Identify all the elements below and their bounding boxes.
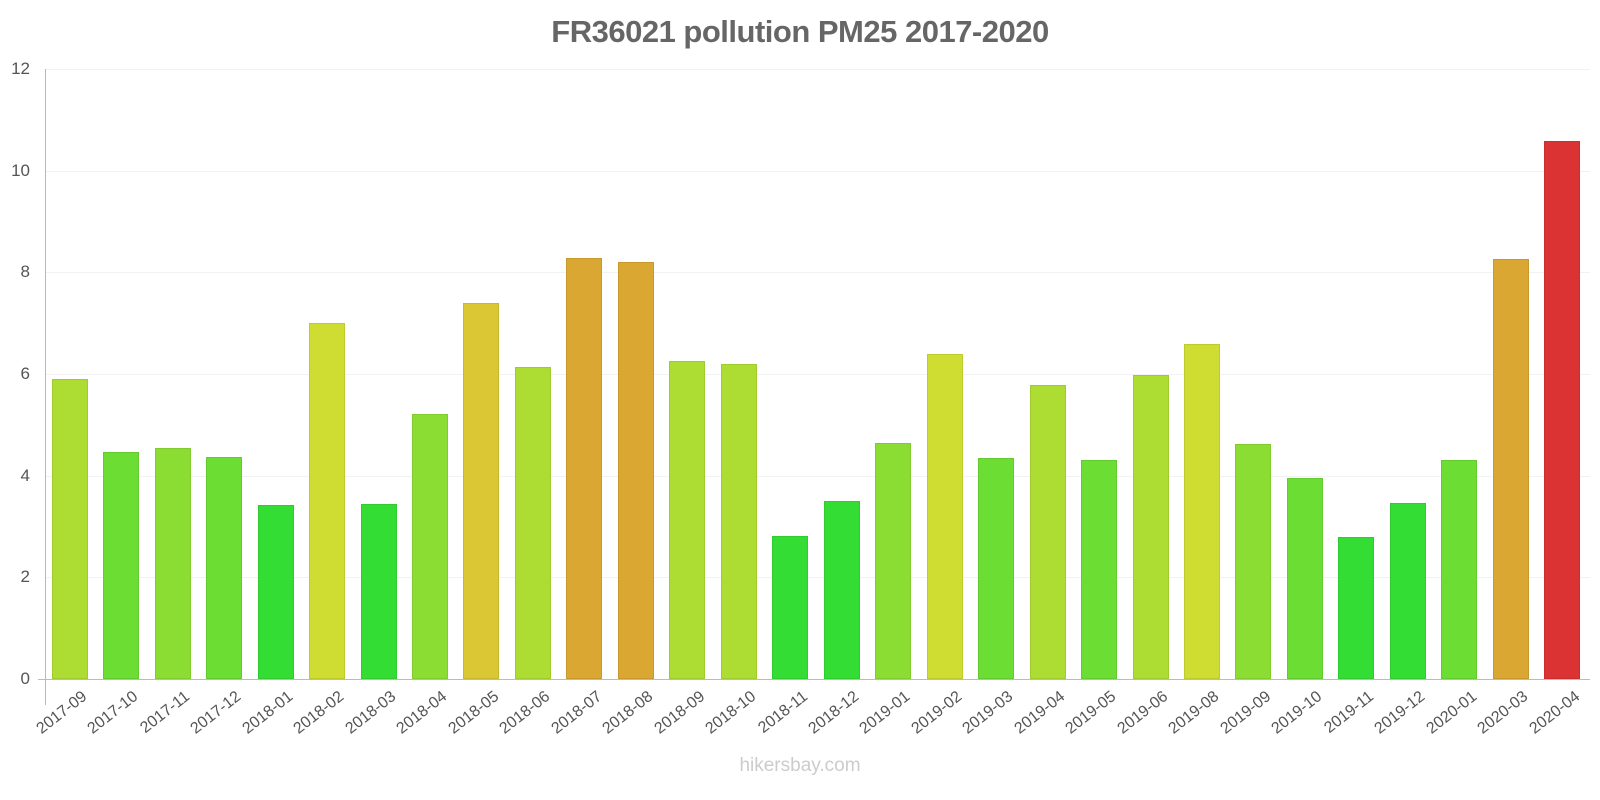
x-tick-label: 2019-09 bbox=[1217, 688, 1274, 738]
chart-title: FR36021 pollution PM25 2017-2020 bbox=[551, 14, 1049, 49]
x-tick-label: 2020-04 bbox=[1526, 688, 1583, 738]
x-tick-label: 2018-11 bbox=[754, 688, 811, 737]
x-axis-line bbox=[38, 679, 1590, 680]
x-tick-label: 2018-09 bbox=[651, 688, 708, 738]
x-tick-label: 2018-04 bbox=[393, 688, 451, 738]
x-tick-label: 2018-01 bbox=[239, 688, 297, 738]
x-tick-label: 2018-03 bbox=[342, 688, 400, 738]
y-tick-label: 2 bbox=[20, 567, 30, 587]
bar-2019-05[interactable] bbox=[1081, 459, 1118, 679]
bar-2019-02[interactable] bbox=[926, 354, 963, 679]
bar-2018-02[interactable] bbox=[309, 323, 346, 679]
gridline bbox=[46, 272, 1590, 274]
y-tick-label: 4 bbox=[20, 465, 30, 485]
x-tick-label: 2020-01 bbox=[1423, 688, 1480, 738]
bar-2018-10[interactable] bbox=[720, 363, 757, 679]
x-tick-label: 2017-09 bbox=[33, 688, 91, 738]
y-axis-line bbox=[45, 69, 46, 705]
bar-2019-06[interactable] bbox=[1132, 375, 1169, 679]
bar-2018-09[interactable] bbox=[669, 360, 706, 679]
bar-2020-01[interactable] bbox=[1441, 459, 1478, 679]
gridline bbox=[46, 374, 1590, 375]
x-tick-label: 2019-11 bbox=[1321, 688, 1377, 737]
bar-2020-04[interactable] bbox=[1544, 141, 1581, 679]
bar-2017-12[interactable] bbox=[206, 456, 243, 679]
x-tick-label: 2019-12 bbox=[1371, 688, 1429, 738]
x-tick-label: 2019-01 bbox=[856, 688, 914, 738]
bar-2018-01[interactable] bbox=[257, 505, 294, 679]
bar-2019-12[interactable] bbox=[1389, 503, 1426, 679]
x-tick-label: 2018-06 bbox=[496, 688, 554, 738]
bar-2018-05[interactable] bbox=[463, 302, 500, 679]
x-tick-label: 2019-08 bbox=[1165, 688, 1223, 738]
bar-2019-08[interactable] bbox=[1184, 344, 1220, 679]
x-tick-label: 2019-06 bbox=[1114, 688, 1172, 738]
bar-2018-08[interactable] bbox=[617, 262, 654, 679]
bar-2020-03[interactable] bbox=[1492, 259, 1529, 679]
bar-2017-09[interactable] bbox=[51, 379, 88, 679]
gridline bbox=[46, 69, 1590, 70]
x-tick-label: 2018-08 bbox=[599, 688, 657, 738]
y-tick-label: 8 bbox=[20, 262, 30, 282]
x-tick-label: 2017-10 bbox=[84, 688, 142, 738]
bar-2019-09[interactable] bbox=[1235, 444, 1272, 679]
x-tick-label: 2017-12 bbox=[187, 688, 245, 738]
bar-2019-11[interactable] bbox=[1338, 537, 1375, 679]
bar-2017-11[interactable] bbox=[154, 448, 191, 679]
y-tick-label: 12 bbox=[11, 59, 30, 78]
gridline bbox=[46, 475, 1590, 477]
y-tick-label: 6 bbox=[20, 364, 30, 383]
x-tick-label: 2019-02 bbox=[908, 688, 966, 738]
x-tick-label: 2020-03 bbox=[1474, 688, 1532, 738]
bar-2018-03[interactable] bbox=[360, 504, 397, 679]
bar-2019-01[interactable] bbox=[875, 443, 912, 679]
bar-2017-10[interactable] bbox=[103, 451, 140, 679]
y-tick-label: 10 bbox=[11, 160, 30, 180]
plot-area bbox=[46, 69, 1590, 680]
gridline bbox=[46, 170, 1590, 172]
bar-2018-07[interactable] bbox=[566, 258, 603, 679]
bar-2018-04[interactable] bbox=[412, 414, 448, 679]
bar-2018-06[interactable] bbox=[514, 366, 551, 679]
x-tick-label: 2019-03 bbox=[959, 688, 1017, 738]
x-tick-label: 2018-05 bbox=[445, 688, 502, 738]
x-tick-label: 2017-11 bbox=[137, 688, 194, 737]
bar-2019-04[interactable] bbox=[1029, 385, 1066, 679]
bar-2018-12[interactable] bbox=[823, 501, 860, 679]
x-tick-label: 2019-04 bbox=[1011, 688, 1069, 738]
watermark: hikersbay.com bbox=[739, 755, 861, 776]
x-tick-label: 2018-12 bbox=[805, 688, 863, 738]
gridline bbox=[46, 577, 1590, 579]
bar-2018-11[interactable] bbox=[772, 536, 809, 679]
y-tick-label: 0 bbox=[20, 669, 30, 688]
bar-2019-03[interactable] bbox=[978, 457, 1015, 679]
x-tick-label: 2018-10 bbox=[702, 688, 760, 738]
bar-2019-10[interactable] bbox=[1286, 478, 1323, 679]
x-tick-label: 2018-07 bbox=[548, 688, 605, 738]
x-tick-label: 2019-05 bbox=[1062, 688, 1120, 738]
x-tick-label: 2019-10 bbox=[1268, 688, 1326, 738]
x-tick-label: 2018-02 bbox=[290, 688, 348, 738]
